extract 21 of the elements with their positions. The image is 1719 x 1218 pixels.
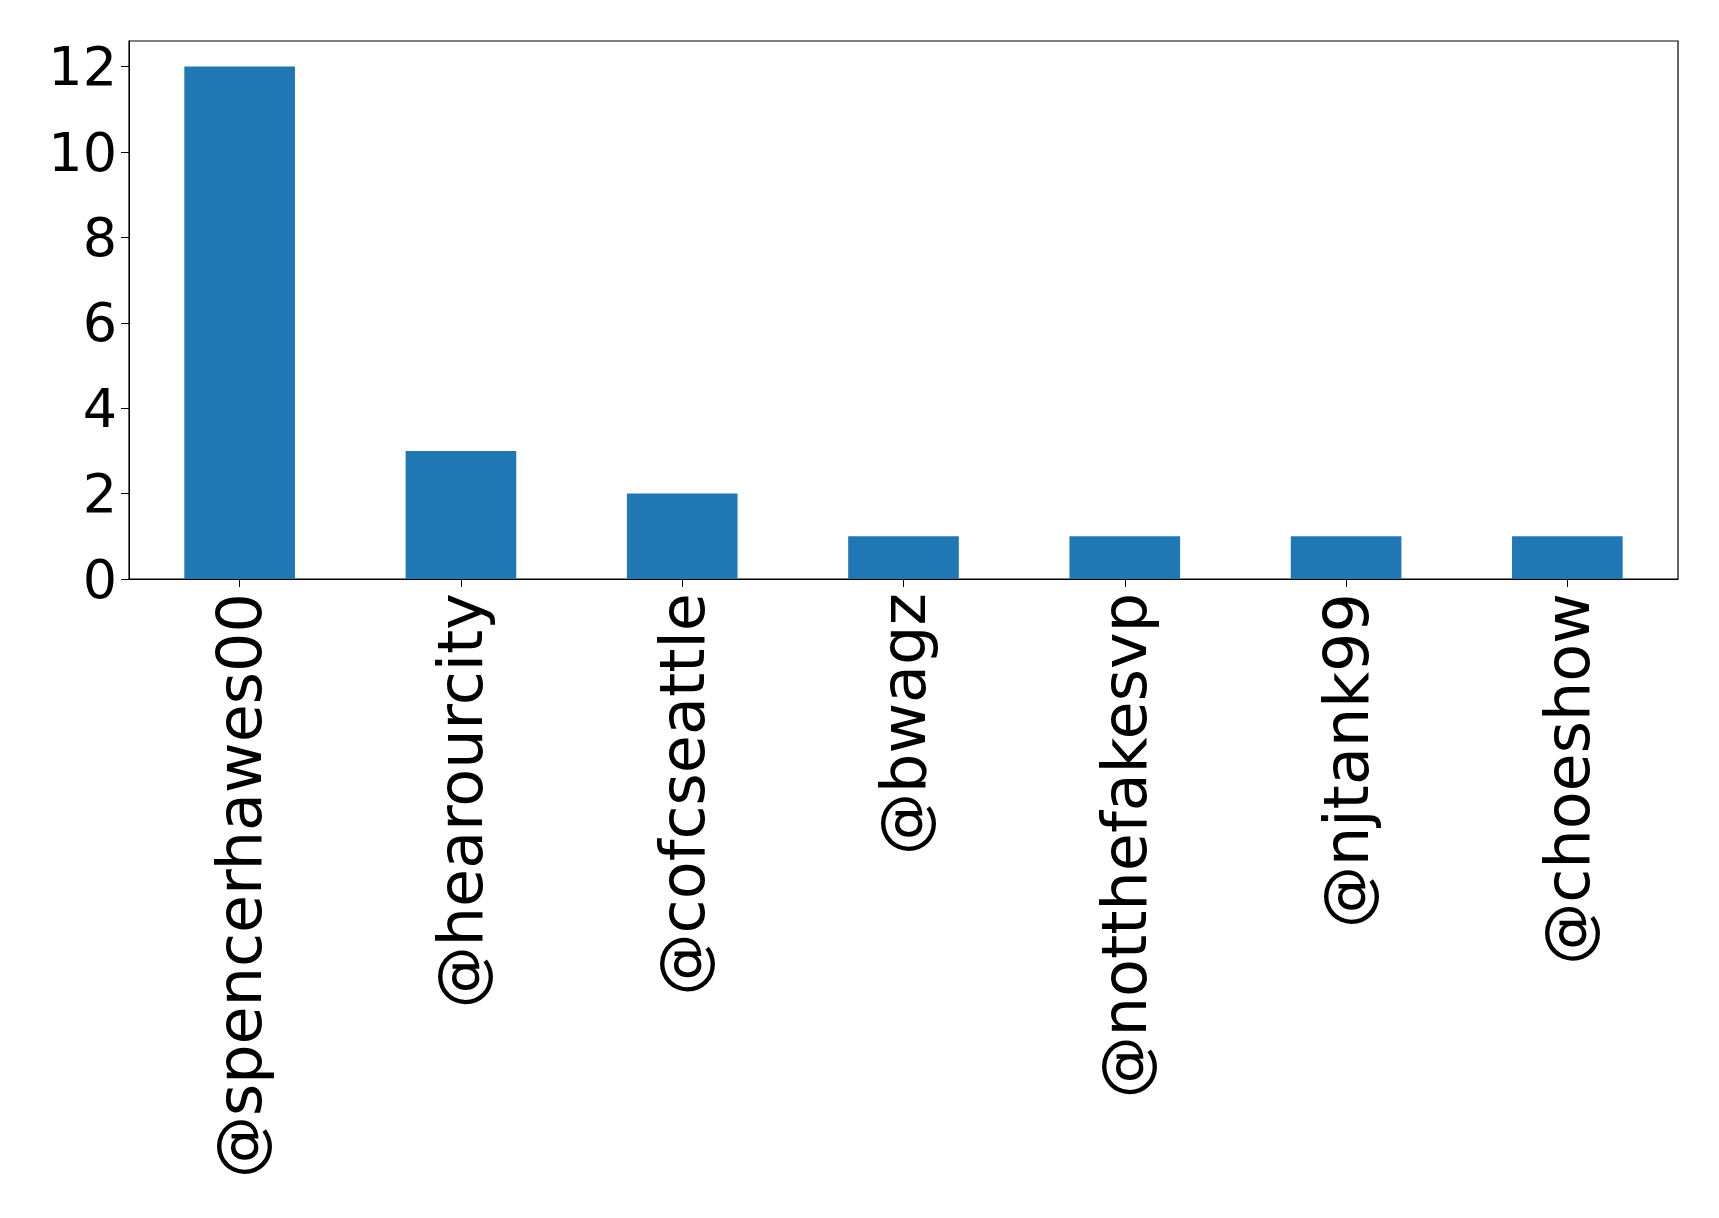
x-tick-label: @cofcseattle bbox=[645, 593, 719, 996]
x-tick-label: @bwagz bbox=[867, 593, 940, 855]
x-tick-label: @notthefakesvp bbox=[1088, 593, 1162, 1099]
y-tick-label: 0 bbox=[82, 547, 117, 611]
x-tick-label: @choeshow bbox=[1530, 593, 1604, 965]
y-tick-label: 2 bbox=[82, 462, 117, 526]
bar bbox=[626, 493, 738, 579]
x-tick-label: @njtank99 bbox=[1309, 593, 1383, 928]
bar bbox=[405, 450, 517, 579]
bar bbox=[1512, 536, 1623, 579]
bar bbox=[1290, 536, 1402, 579]
y-tick-label: 12 bbox=[48, 35, 117, 99]
x-tick-label: @hearourcity bbox=[424, 593, 498, 1009]
y-tick-label: 10 bbox=[48, 120, 117, 184]
y-tick-label: 8 bbox=[82, 205, 117, 269]
bar bbox=[1069, 536, 1181, 579]
bar bbox=[848, 536, 959, 579]
x-tick-label: @spencerhawes00 bbox=[203, 593, 277, 1179]
bar bbox=[184, 66, 295, 579]
y-tick-label: 4 bbox=[82, 376, 117, 440]
y-tick-label: 6 bbox=[82, 291, 117, 355]
